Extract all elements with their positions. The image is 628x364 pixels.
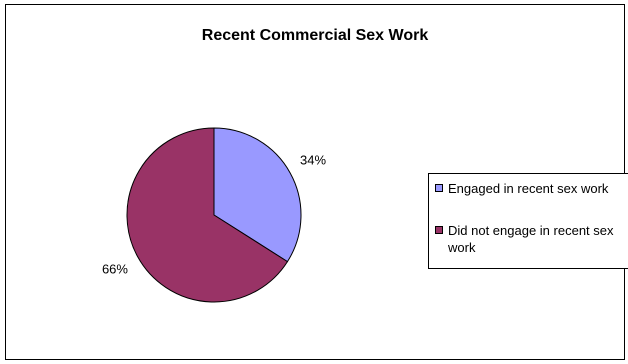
pie-chart: 34% 66% [102, 127, 326, 303]
chart-title: Recent Commercial Sex Work [201, 27, 429, 44]
data-label-not-engaged: 66% [102, 261, 128, 276]
legend-label-engaged: Engaged in recent sex work [448, 181, 609, 196]
legend-swatch-engaged [435, 184, 443, 192]
data-label-engaged: 34% [300, 153, 326, 168]
legend: Engaged in recent sex work Did not engag… [428, 173, 628, 269]
legend-swatch-not-engaged [435, 226, 443, 234]
legend-label-not-engaged: Did not engage in recent sex work [448, 223, 614, 255]
pie-slice-not-engaged [126, 127, 289, 303]
chart-frame: Recent Commercial Sex Work 34% 66% Engage… [5, 4, 628, 360]
